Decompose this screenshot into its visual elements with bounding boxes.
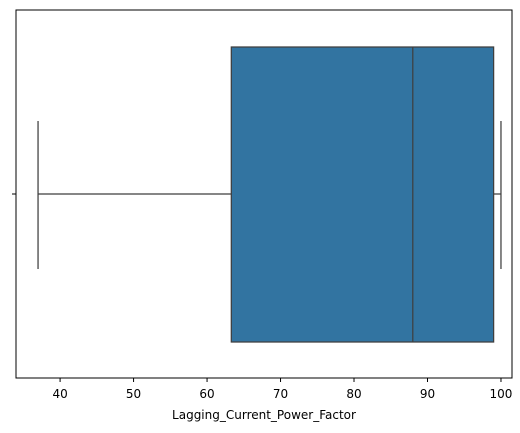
x-axis: 40 50 60 70 80 90 100 xyxy=(52,378,512,401)
boxplot-marks xyxy=(37,46,502,343)
x-tick-label: 100 xyxy=(490,387,513,401)
x-tick-label: 80 xyxy=(346,387,361,401)
x-tick-label: 90 xyxy=(420,387,435,401)
x-axis-label: Lagging_Current_Power_Factor xyxy=(172,408,356,422)
x-tick-label: 50 xyxy=(126,387,141,401)
x-tick-label: 60 xyxy=(199,387,214,401)
x-tick-label: 40 xyxy=(52,387,67,401)
iqr-box xyxy=(230,46,495,343)
x-tick-label: 70 xyxy=(273,387,288,401)
